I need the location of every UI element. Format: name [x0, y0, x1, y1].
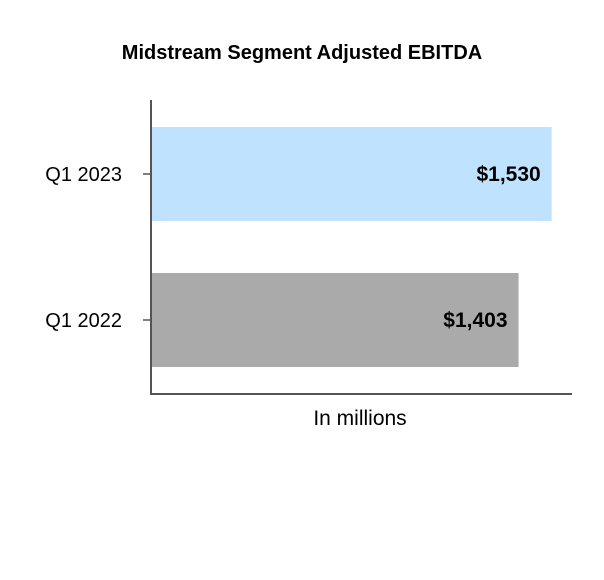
bar-q1-2023 [152, 127, 552, 221]
data-label-q1-2023: $1,530 [476, 163, 540, 186]
chart-title: Midstream Segment Adjusted EBITDA [122, 42, 482, 64]
data-label-q1-2022: $1,403 [443, 309, 507, 332]
y-tick-label-q1-2023: Q1 2023 [45, 164, 122, 186]
y-tick-label-q1-2022: Q1 2022 [45, 310, 122, 332]
bars-layer [152, 127, 552, 367]
labels-layer: Q1 2023 $1,530 Q1 2022 $1,403 [45, 163, 540, 332]
ticks-layer [143, 173, 151, 321]
bar-q1-2022 [152, 273, 519, 367]
x-axis-label: In millions [313, 407, 406, 430]
